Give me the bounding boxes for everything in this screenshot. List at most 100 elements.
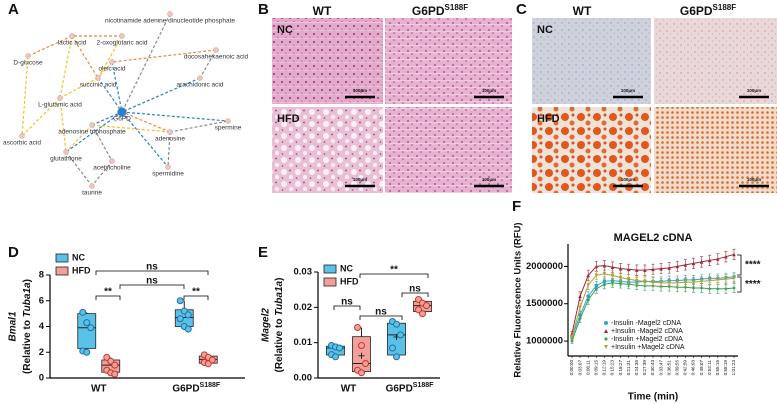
- marker: [626, 267, 631, 272]
- network-edge: [121, 13, 171, 113]
- y-tick-label: 1000000: [526, 336, 563, 347]
- legend-marker: [604, 345, 608, 349]
- x-tick-label: 0:15:23: [610, 360, 615, 376]
- comparison-bracket: [359, 273, 429, 278]
- marker: [707, 278, 712, 283]
- x-tick-label: 0:42:59: [683, 360, 688, 376]
- marker: [626, 277, 631, 281]
- marker: [691, 280, 696, 284]
- network-node: [109, 158, 115, 164]
- node-label: G6PD: [113, 116, 131, 123]
- network-edge: [121, 111, 169, 168]
- point: [354, 323, 361, 331]
- x-tick-label: WT: [91, 384, 107, 395]
- node-label: D-glucose: [13, 60, 43, 67]
- node-label: taurine: [82, 190, 102, 197]
- mean-marker: [358, 352, 365, 359]
- legend-label: -Insulin +Magel2 cDNA: [611, 336, 683, 343]
- point: [389, 344, 396, 352]
- x-tick-label: 0:39:55: [675, 360, 680, 376]
- micrograph: [385, 18, 512, 104]
- network-node: [19, 133, 25, 139]
- marker: [570, 335, 574, 340]
- comparison-label: ns: [146, 262, 158, 273]
- node-label: ascorbic acid: [3, 140, 41, 147]
- network-edge: [21, 97, 61, 137]
- x-tick-label: 0:24:35: [634, 360, 639, 376]
- y-tick-label: 2: [39, 347, 44, 358]
- y-tick-label: 8: [39, 270, 44, 281]
- y-axis-title: Relative Fluorescence Units (RFU): [513, 222, 524, 377]
- scale-bar-label: 100μm: [621, 177, 635, 182]
- marker: [683, 263, 688, 267]
- comparison-bracket: [183, 295, 209, 300]
- marker: [578, 305, 582, 310]
- x-axis-title: Time (min): [628, 392, 678, 403]
- comparison-bracket: [359, 315, 403, 320]
- node-label: spermidine: [152, 171, 184, 178]
- node-label: arachidonic acid: [177, 82, 224, 89]
- network-node: [165, 164, 171, 170]
- y-axis-gene: Magel2: [261, 308, 272, 342]
- y-axis-gene: Bmal1: [8, 311, 19, 341]
- node-label: succinic acid: [80, 82, 117, 89]
- marker: [594, 287, 599, 291]
- network-edge: [91, 124, 113, 162]
- x-tick-label: 0:49:07: [699, 360, 704, 376]
- marker: [707, 287, 712, 291]
- network-edge: [111, 61, 123, 113]
- network-edge: [91, 124, 171, 133]
- network-edge: [27, 35, 73, 57]
- point: [204, 360, 212, 368]
- panel-label: C: [516, 1, 527, 18]
- y-axis-suffix: ): [274, 278, 285, 281]
- marker: [586, 273, 590, 278]
- micrograph: [272, 107, 383, 193]
- network-edge: [97, 61, 113, 79]
- network-edge: [91, 111, 123, 126]
- x-tick-label: 0:27:39: [642, 360, 647, 376]
- x-tick-label: 0:33:47: [658, 360, 663, 376]
- network-node: [117, 107, 127, 117]
- point: [176, 315, 184, 323]
- x-tick-label: 0:30:43: [650, 360, 655, 376]
- y-tick-label: 0.02: [294, 302, 313, 313]
- point: [362, 360, 369, 368]
- legend-label: -Insulin -Magel2 cDNA: [611, 320, 681, 327]
- network-node: [89, 183, 95, 189]
- micrograph: [654, 18, 777, 104]
- x-tick-label: 0:46:03: [691, 360, 696, 376]
- comparison-bracket: [401, 292, 429, 297]
- micrograph: [654, 107, 777, 193]
- marker: [578, 294, 582, 299]
- x-tick-label: 0:03:07: [577, 360, 582, 376]
- point: [87, 324, 95, 332]
- point: [111, 370, 119, 378]
- scale-bar-label: 100μm: [353, 88, 367, 93]
- network-node: [109, 59, 115, 65]
- panel-label: E: [258, 244, 268, 261]
- marker: [675, 281, 680, 285]
- node-label: acetylcholine: [93, 165, 131, 172]
- marker: [675, 264, 680, 269]
- superscript: S188F: [713, 3, 737, 12]
- x-tick-label: G6PDS188F: [386, 382, 435, 395]
- network-edge: [59, 77, 99, 99]
- network-edge: [121, 111, 229, 122]
- comparison-label: ****: [745, 279, 761, 290]
- marker: [732, 286, 736, 290]
- comparison-label: **: [104, 287, 112, 298]
- node-label: oleic acid: [98, 66, 125, 73]
- point: [79, 308, 87, 316]
- network-edge: [167, 131, 171, 168]
- network-node: [25, 53, 31, 59]
- node-label: 2-oxoglutaric acid: [97, 40, 148, 47]
- network-node: [63, 149, 69, 155]
- superscript: S188F: [413, 382, 434, 389]
- comparison-bracket: [737, 254, 742, 276]
- scale-bar-label: 100μm: [747, 177, 761, 182]
- panel-label: A: [8, 1, 19, 18]
- legend-swatch: [323, 264, 337, 274]
- legend-marker: [604, 329, 608, 333]
- x-tick-label: 0:18:27: [618, 360, 623, 376]
